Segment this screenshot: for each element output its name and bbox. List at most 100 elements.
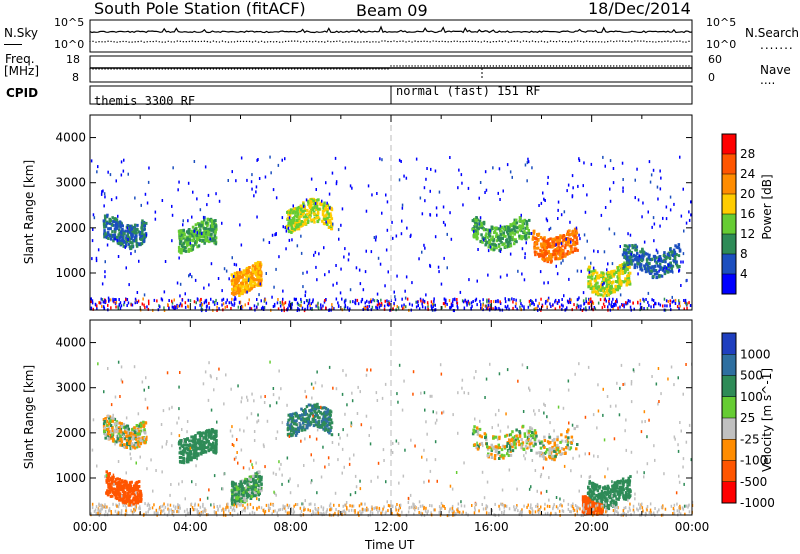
power-cell (370, 250, 373, 254)
power-cell (203, 241, 206, 245)
power-cell (448, 299, 451, 302)
power-cell (327, 226, 331, 229)
power-cell (303, 219, 307, 223)
velocity-cell (213, 437, 216, 441)
power-cell (246, 274, 249, 278)
velocity-cell (124, 494, 127, 498)
power-cell (482, 298, 484, 302)
power-cell (625, 244, 628, 248)
power-cell (425, 293, 427, 297)
power-cell (372, 298, 374, 302)
velocity-cell (102, 422, 106, 426)
power-cell (591, 287, 594, 291)
power-cell (627, 260, 631, 264)
power-cell (678, 299, 680, 303)
power-cell (344, 247, 346, 251)
power-cell (507, 304, 509, 308)
velocity-cell (316, 425, 320, 428)
velocity-cell (141, 436, 144, 440)
power-cell (653, 305, 655, 309)
nave-point (185, 68, 188, 70)
power-cell (673, 202, 675, 206)
nave-point (384, 68, 386, 70)
power-cell (476, 279, 478, 283)
power-cell (636, 265, 638, 269)
power-cell (650, 269, 653, 273)
power-cell (104, 275, 106, 279)
nsearch-point (191, 40, 194, 42)
power-cell (111, 216, 114, 220)
power-cell (497, 227, 500, 231)
power-cell (378, 302, 381, 306)
power-cell (535, 246, 539, 250)
power-cell (638, 254, 641, 258)
power-cell (604, 206, 607, 209)
power-cell (212, 229, 216, 233)
power-cell (258, 293, 260, 297)
velocity-cell (254, 494, 257, 498)
power-cell (101, 304, 103, 308)
power-cell (569, 220, 571, 224)
power-cell (292, 204, 294, 208)
power-cell (508, 234, 511, 238)
velocity-cell (303, 412, 306, 415)
velocity-cell (125, 483, 128, 487)
velocity-cell (193, 456, 197, 459)
nave-point (685, 65, 687, 67)
power-cell (221, 221, 223, 225)
nsearch-point (224, 41, 227, 43)
power-cell (658, 258, 660, 262)
power-cell (192, 244, 195, 248)
power-cell (509, 244, 513, 248)
velocity-cell (194, 453, 197, 457)
velocity-cell (286, 426, 290, 430)
velocity-cell (118, 492, 122, 496)
power-cell (314, 250, 317, 254)
power-cell (678, 302, 680, 306)
power-cell (427, 305, 429, 309)
power-cell (556, 257, 560, 261)
power-cell (256, 298, 258, 301)
velocity-cell (289, 426, 293, 430)
power-cell (499, 224, 502, 228)
velocity-cell (178, 459, 182, 463)
power-cell (544, 199, 546, 202)
velocity-cell (200, 452, 203, 456)
nsearch-point (312, 41, 314, 43)
power-cell (643, 267, 647, 271)
power-cell (434, 169, 437, 173)
power-cell (188, 240, 191, 244)
power-cell (115, 218, 119, 222)
power-cell (566, 250, 570, 254)
power-cell (472, 235, 476, 239)
power-cell (489, 242, 493, 246)
power-cell (473, 232, 476, 236)
velocity-cell (119, 443, 122, 447)
power-cell (357, 302, 360, 306)
power-cell (623, 251, 627, 255)
power-cell (134, 301, 136, 305)
power-cell (306, 212, 309, 216)
power-cell (232, 284, 236, 288)
power-cell (308, 215, 311, 219)
power-cell (607, 285, 610, 289)
power-cell (403, 174, 405, 178)
power-cell (520, 302, 522, 306)
power-cell (533, 236, 536, 240)
nsearch-point (459, 41, 461, 43)
velocity-cell (192, 438, 195, 442)
velocity-cell (124, 425, 127, 429)
power-cell (245, 269, 249, 273)
power-cell (673, 251, 677, 255)
power-cell (557, 200, 560, 204)
power-cell (90, 159, 93, 163)
power-cell (208, 283, 210, 287)
velocity-cell (182, 443, 186, 447)
power-cell (242, 271, 245, 275)
power-cell (575, 231, 579, 235)
power-cell (306, 270, 308, 274)
nsearch-point (558, 40, 561, 42)
power-cell (497, 243, 501, 247)
power-cell (528, 218, 531, 222)
power-cell (518, 219, 521, 223)
